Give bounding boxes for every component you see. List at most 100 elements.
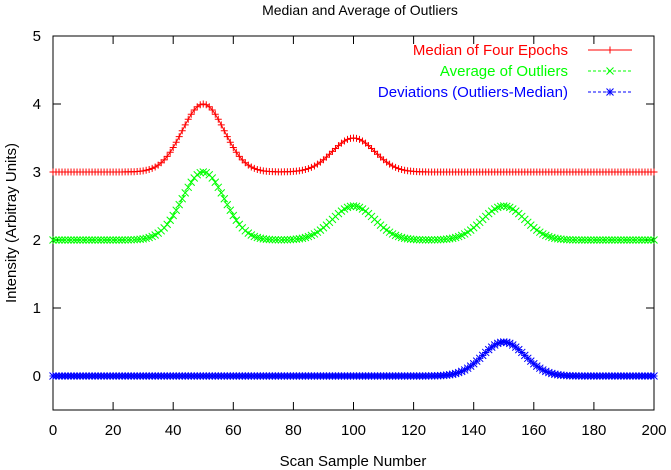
- data-point: [487, 343, 496, 351]
- x-tick-label: 200: [641, 422, 666, 439]
- data-point: [199, 168, 208, 176]
- data-point: [157, 159, 165, 167]
- data-point: [247, 163, 255, 171]
- data-point: [572, 236, 580, 244]
- chart-title: Median and Average of Outliers: [262, 2, 458, 18]
- data-point: [307, 163, 315, 171]
- data-point: [559, 235, 568, 244]
- data-point: [368, 144, 376, 152]
- data-point: [208, 174, 217, 182]
- data-point: [196, 101, 204, 109]
- data-point: [409, 235, 418, 244]
- data-point: [151, 163, 159, 171]
- data-point: [232, 148, 240, 156]
- data-point: [602, 236, 610, 244]
- data-point: [454, 368, 463, 377]
- data-point: [635, 236, 643, 244]
- data-point: [223, 133, 231, 141]
- y-tick-label: 1: [33, 300, 41, 317]
- data-point: [205, 103, 213, 111]
- data-point: [599, 236, 607, 244]
- data-point: [544, 232, 553, 241]
- x-tick-label: 100: [341, 422, 366, 439]
- data-point: [614, 236, 622, 244]
- data-point: [61, 236, 69, 244]
- data-point: [584, 236, 592, 244]
- data-point: [433, 235, 442, 244]
- data-point: [301, 233, 310, 242]
- data-point: [502, 338, 511, 347]
- data-point: [650, 168, 658, 176]
- legend-marker: [606, 88, 614, 96]
- legend-marker: [606, 46, 614, 54]
- data-point: [226, 138, 234, 146]
- data-point: [418, 235, 427, 244]
- data-point: [617, 236, 625, 244]
- data-point: [187, 178, 196, 187]
- data-point: [190, 106, 198, 114]
- data-point: [100, 236, 108, 244]
- data-point: [457, 367, 466, 376]
- data-point: [499, 202, 508, 210]
- data-point: [172, 206, 181, 215]
- data-point: [265, 235, 274, 244]
- data-point: [620, 236, 628, 244]
- data-point: [611, 236, 619, 244]
- data-point: [148, 164, 156, 172]
- data-point: [532, 362, 541, 370]
- data-point: [184, 115, 192, 123]
- data-point: [262, 235, 271, 244]
- data-point: [253, 233, 262, 242]
- data-point: [353, 134, 361, 142]
- data-point: [496, 202, 505, 211]
- data-point: [460, 366, 469, 374]
- data-point: [115, 236, 123, 244]
- data-point: [406, 235, 415, 243]
- legend-label: Median of Four Epochs: [413, 42, 568, 59]
- data-point: [421, 236, 430, 244]
- data-point: [505, 339, 514, 348]
- data-point: [328, 147, 336, 155]
- data-point: [286, 235, 295, 244]
- data-point: [175, 200, 184, 209]
- data-point: [508, 341, 517, 349]
- data-point: [593, 236, 601, 244]
- data-point: [596, 236, 604, 244]
- data-point: [235, 152, 243, 160]
- data-point: [547, 233, 556, 242]
- data-point: [118, 236, 126, 244]
- data-point: [181, 189, 190, 197]
- data-point: [298, 234, 307, 243]
- data-point: [395, 165, 403, 173]
- x-tick-label: 180: [581, 422, 606, 439]
- data-point: [538, 366, 547, 374]
- data-point: [166, 148, 174, 156]
- data-point: [82, 236, 90, 244]
- data-point: [169, 211, 178, 220]
- data-point: [112, 236, 120, 244]
- legend-label: Deviations (Outliers-Median): [378, 84, 568, 101]
- data-point: [178, 127, 186, 135]
- data-point: [310, 162, 318, 170]
- data-point: [398, 166, 406, 174]
- data-point: [163, 152, 171, 160]
- data-point: [121, 236, 129, 244]
- data-point: [563, 235, 571, 244]
- data-point: [295, 234, 304, 243]
- data-point: [79, 236, 87, 244]
- data-point: [124, 236, 132, 244]
- data-point: [325, 150, 333, 158]
- data-point: [650, 372, 658, 380]
- data-point: [187, 110, 195, 118]
- data-point: [220, 194, 229, 203]
- data-point: [386, 160, 394, 168]
- data-point: [67, 236, 75, 244]
- data-point: [394, 232, 403, 241]
- data-point: [217, 189, 226, 197]
- data-point: [356, 135, 364, 143]
- y-tick-label: 4: [33, 96, 41, 113]
- data-point: [127, 235, 135, 244]
- data-point: [448, 234, 457, 243]
- data-point: [175, 133, 183, 141]
- data-point: [304, 165, 312, 173]
